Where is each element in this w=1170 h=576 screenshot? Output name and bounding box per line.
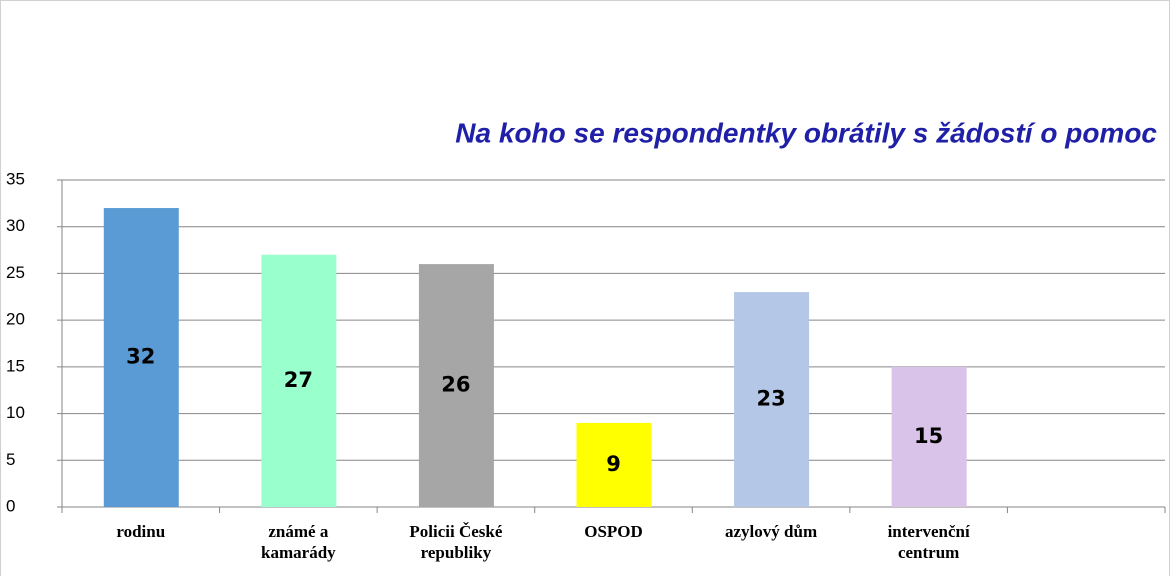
chart-title: Na koho se respondentky obrátily s žádos…: [455, 117, 1157, 148]
y-tick-label: 35: [6, 169, 25, 188]
bar: [418, 264, 494, 507]
data-label: 26: [441, 373, 470, 397]
x-tick-label: OSPOD: [584, 522, 643, 541]
x-tick-label: azylový dům: [725, 522, 818, 541]
bar: [261, 254, 337, 507]
bar: [103, 208, 179, 507]
y-tick-label: 25: [6, 263, 25, 282]
y-tick-label: 30: [6, 216, 25, 235]
x-tick-label: známé a kamarády: [261, 522, 336, 562]
bar: [734, 292, 810, 507]
x-tick-label: intervenční centrum: [887, 522, 970, 562]
y-tick-label: 15: [6, 356, 25, 375]
y-tick-label: 20: [6, 310, 25, 329]
data-label: 32: [126, 345, 155, 369]
bar: [576, 422, 652, 507]
data-label: 15: [914, 424, 943, 448]
bar: [891, 366, 967, 507]
y-tick-label: 10: [6, 403, 25, 422]
y-tick-label: 0: [6, 496, 15, 515]
x-tick-label: rodinu: [116, 522, 166, 541]
x-tick-label: Policii České republiky: [409, 522, 503, 562]
data-label: 27: [284, 368, 313, 392]
data-label: 9: [606, 452, 621, 476]
data-label: 23: [756, 387, 785, 411]
y-tick-label: 5: [6, 450, 15, 469]
